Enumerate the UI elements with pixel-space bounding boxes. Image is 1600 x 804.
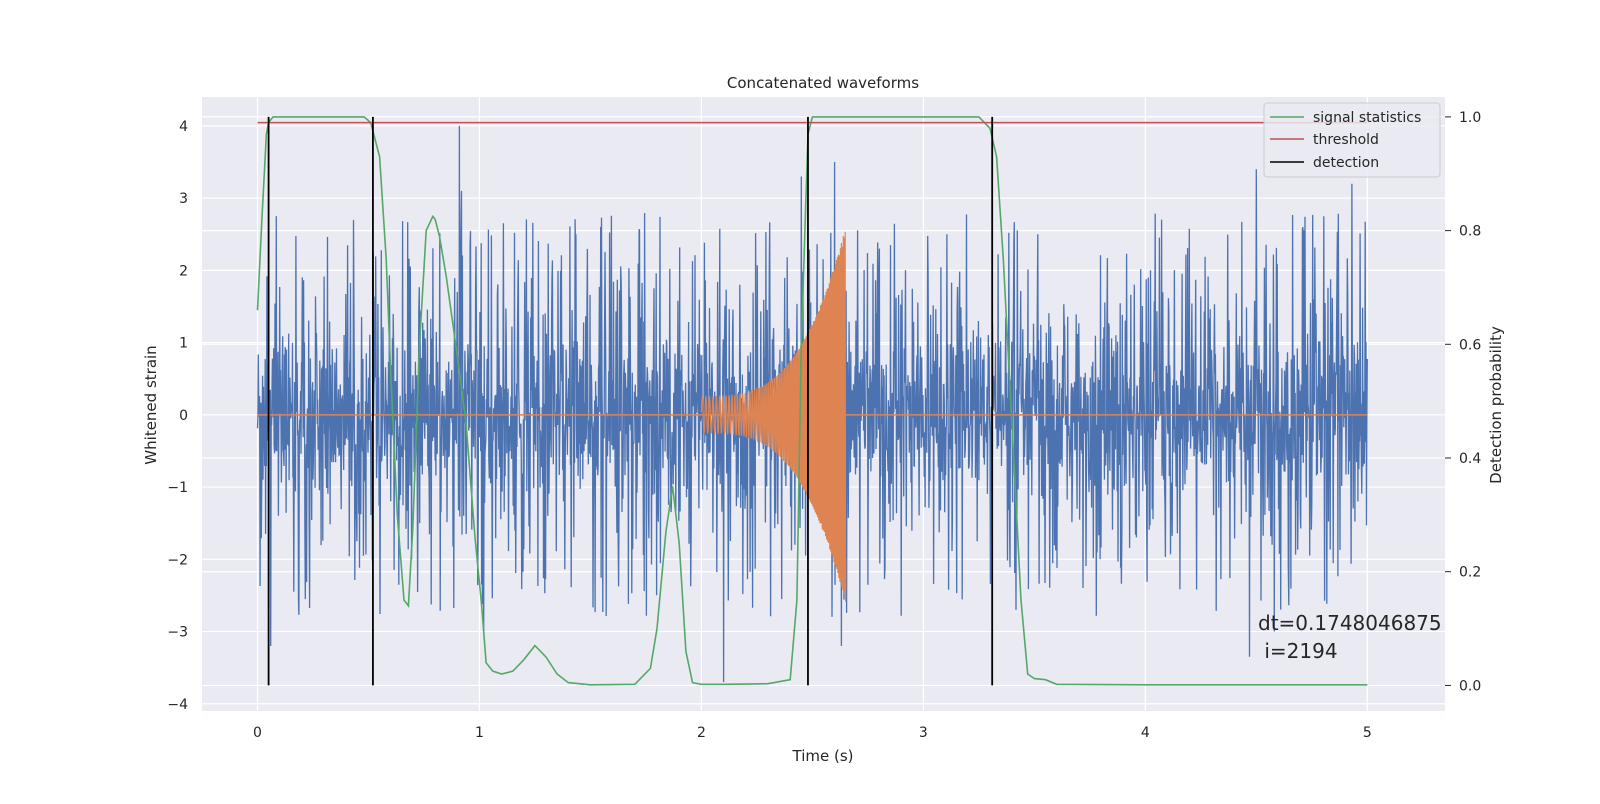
y2-tick-label: 0.4 <box>1459 451 1481 467</box>
annotation-i: i=2194 <box>1258 639 1338 663</box>
annotation-dt: dt=0.1748046875 <box>1258 611 1442 635</box>
y2-tick-label: 0.8 <box>1459 224 1481 240</box>
x-tick-label: 2 <box>697 725 706 741</box>
y2-tick-label: 0.6 <box>1459 337 1481 353</box>
y-tick-label: 4 <box>179 119 188 135</box>
x-tick-label: 4 <box>1141 725 1150 741</box>
y2-tick-label: 0.2 <box>1459 565 1481 581</box>
x-tick-label: 0 <box>253 725 262 741</box>
legend-box <box>1263 102 1441 178</box>
tick-labels: 0 1 2 3 4 5 −4 −3 −2 −1 0 1 2 3 4 0.0 0.2 0.4 0.6 0.8 1.0 <box>167 110 1481 741</box>
x-tick-label: 5 <box>1363 725 1372 741</box>
legend: signal statistics threshold detection <box>1263 102 1441 178</box>
legend-label-detection: detection <box>1313 155 1379 171</box>
x-tick-label: 3 <box>919 725 928 741</box>
y-tick-label: −2 <box>167 552 188 568</box>
x-tick-label: 1 <box>475 725 484 741</box>
legend-label-signal-statistics: signal statistics <box>1313 110 1421 126</box>
signal-statistics-line <box>256 116 1368 686</box>
y2-axis-title: Detection probability <box>1487 326 1505 484</box>
y-tick-label: 0 <box>179 408 188 424</box>
series-layer <box>256 116 1368 686</box>
detection-lines <box>267 116 994 686</box>
y-tick-label: −1 <box>167 480 188 496</box>
y-tick-label: −3 <box>167 625 188 641</box>
legend-label-threshold: threshold <box>1313 132 1379 148</box>
x-axis-title: Time (s) <box>792 747 854 765</box>
y-tick-label: 1 <box>179 336 188 352</box>
y-tick-label: 2 <box>179 263 188 279</box>
y2-tick-label: 0.0 <box>1459 678 1481 694</box>
chart-title: Concatenated waveforms <box>727 74 919 92</box>
y2-tick-label: 1.0 <box>1459 110 1481 126</box>
chirp-series-line <box>700 231 847 602</box>
y-tick-label: −4 <box>167 697 188 713</box>
y-tick-label: 3 <box>179 191 188 207</box>
y-axis-title: Whitened strain <box>142 345 160 464</box>
